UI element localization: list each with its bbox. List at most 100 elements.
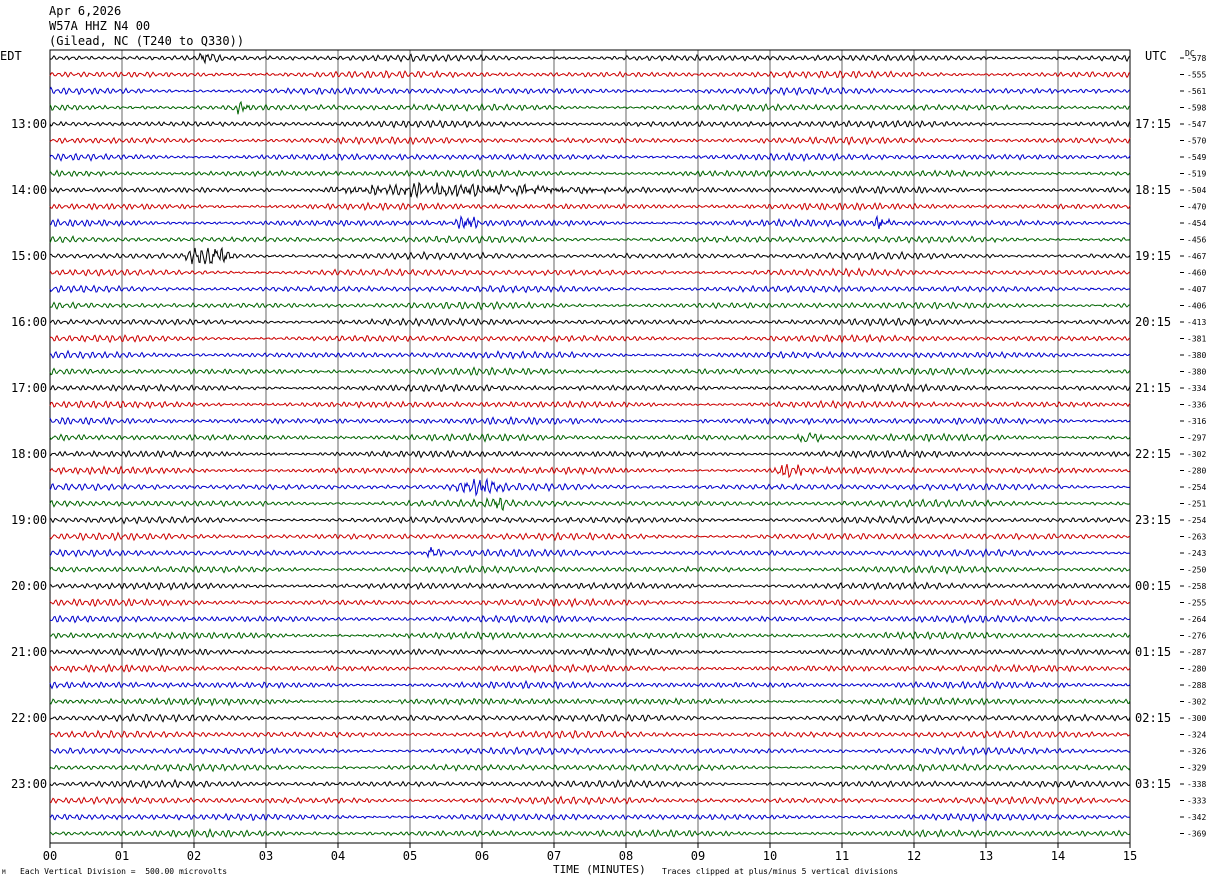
utc-hour-label: 02:15 (1135, 711, 1171, 725)
dc-offset-label: -324 (1187, 731, 1206, 740)
dc-offset-label: -302 (1187, 450, 1206, 459)
dc-offset-label: -555 (1187, 71, 1206, 80)
seismic-trace (49, 431, 1131, 444)
x-axis-label: TIME (MINUTES) (553, 863, 646, 876)
seismic-trace (49, 136, 1131, 146)
seismic-trace (49, 745, 1131, 756)
seismic-trace (49, 86, 1131, 97)
seismic-trace (49, 214, 1131, 230)
x-tick-label: 08 (619, 849, 633, 863)
seismic-trace (49, 597, 1131, 608)
dc-offset-label: -287 (1187, 648, 1206, 657)
seismic-trace (49, 300, 1131, 311)
x-tick-label: 05 (403, 849, 417, 863)
x-tick-label: 00 (43, 849, 57, 863)
station-code: W57A HHZ N4 00 (49, 19, 151, 33)
seismic-trace (49, 795, 1131, 806)
seismic-trace (49, 778, 1131, 789)
dc-offset-label: -280 (1187, 467, 1206, 476)
seismic-trace (49, 564, 1131, 575)
dc-offset-label: -380 (1187, 368, 1206, 377)
dc-offset-label: -258 (1187, 582, 1206, 591)
dc-offset-label: -561 (1187, 87, 1206, 96)
x-tick-label: 14 (1051, 849, 1065, 863)
utc-hour-label: 17:15 (1135, 117, 1171, 131)
dc-offset-label: -342 (1187, 813, 1206, 822)
dc-offset-label: -255 (1187, 599, 1206, 608)
dc-offset-label: -413 (1187, 318, 1206, 327)
seismic-trace (49, 515, 1131, 525)
dc-offset-label: -250 (1187, 566, 1206, 575)
dc-offset-label: -300 (1187, 714, 1206, 723)
seismic-trace (49, 267, 1131, 278)
seismic-trace (49, 679, 1131, 690)
x-tick-label: 07 (547, 849, 561, 863)
clip-note: Traces clipped at plus/minus 5 vertical … (662, 867, 899, 876)
edt-hour-label: 22:00 (11, 711, 47, 725)
dc-offset-label: -243 (1187, 549, 1206, 558)
left-timezone-label: EDT (0, 49, 22, 63)
edt-hour-label: 17:00 (11, 381, 47, 395)
seismic-trace (49, 631, 1131, 641)
seismic-trace (49, 100, 1131, 115)
utc-hour-label: 19:15 (1135, 249, 1171, 263)
utc-hour-label: 21:15 (1135, 381, 1171, 395)
seismic-trace (49, 827, 1131, 839)
seismic-trace (49, 647, 1131, 658)
edt-hour-label: 20:00 (11, 579, 47, 593)
seismic-trace (49, 333, 1131, 344)
dc-offset-label: -547 (1187, 120, 1206, 129)
dc-offset-label: -263 (1187, 533, 1206, 542)
dc-offset-label: -297 (1187, 434, 1206, 443)
dc-offset-label: -460 (1187, 269, 1206, 278)
seismic-trace (49, 713, 1131, 723)
seismic-trace (49, 317, 1131, 327)
seismic-trace (49, 181, 1131, 199)
seismic-trace (49, 69, 1131, 79)
seismic-trace (49, 399, 1131, 410)
seismic-trace (49, 349, 1131, 360)
edt-hour-label: 23:00 (11, 777, 47, 791)
dc-offset-label: -598 (1187, 104, 1206, 113)
utc-hour-label: 01:15 (1135, 645, 1171, 659)
utc-hour-label: 23:15 (1135, 513, 1171, 527)
seismic-trace (49, 477, 1131, 497)
utc-hour-label: 03:15 (1135, 777, 1171, 791)
seismic-trace (49, 415, 1131, 426)
seismic-trace (49, 119, 1131, 129)
edt-hour-label: 13:00 (11, 117, 47, 131)
edt-hour-label: 15:00 (11, 249, 47, 263)
x-tick-label: 13 (979, 849, 993, 863)
dc-offset-label: -302 (1187, 698, 1206, 707)
dc-offset-label: -333 (1187, 797, 1206, 806)
seismic-trace (49, 382, 1131, 394)
x-tick-label: 03 (259, 849, 273, 863)
x-tick-label: 15 (1123, 849, 1137, 863)
dc-offset-label: -467 (1187, 252, 1206, 261)
scale-note: Each Vertical Division = 500.00 microvol… (20, 867, 228, 876)
dc-offset-label: -504 (1187, 186, 1206, 195)
x-tick-label: 09 (691, 849, 705, 863)
seismic-trace (49, 246, 1131, 265)
seismic-trace (49, 284, 1131, 294)
helicorder-date: Apr 6,2026 (49, 4, 122, 18)
seismic-trace (49, 168, 1131, 179)
utc-hour-label: 00:15 (1135, 579, 1171, 593)
dc-offset-label: -578 (1187, 54, 1206, 63)
dc-offset-label: -254 (1187, 483, 1206, 492)
seismic-trace (49, 696, 1131, 707)
x-tick-label: 10 (763, 849, 777, 863)
dc-offset-label: -369 (1187, 830, 1206, 839)
x-tick-label: 12 (907, 849, 921, 863)
utc-hour-label: 22:15 (1135, 447, 1171, 461)
dc-offset-label: -254 (1187, 516, 1206, 525)
seismic-trace (49, 614, 1131, 624)
utc-hour-label: 20:15 (1135, 315, 1171, 329)
seismic-trace (49, 663, 1131, 674)
edt-hour-label: 21:00 (11, 645, 47, 659)
dc-offset-label: -470 (1187, 203, 1206, 212)
dc-offset-label: -288 (1187, 681, 1206, 690)
seismic-trace (49, 581, 1131, 591)
edt-hour-label: 14:00 (11, 183, 47, 197)
seismic-trace (49, 763, 1131, 773)
